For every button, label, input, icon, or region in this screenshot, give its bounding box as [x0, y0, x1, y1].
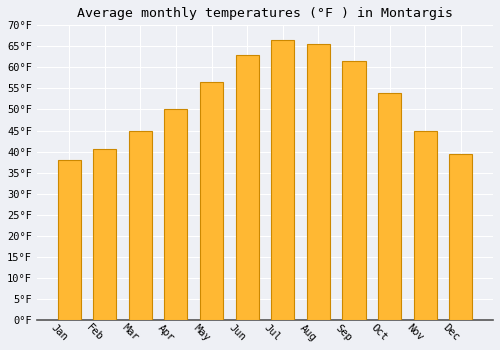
- Bar: [164, 110, 188, 320]
- Bar: [200, 82, 223, 320]
- Bar: [271, 40, 294, 320]
- Bar: [307, 44, 330, 320]
- Bar: [128, 131, 152, 320]
- Title: Average monthly temperatures (°F ) in Montargis: Average monthly temperatures (°F ) in Mo…: [77, 7, 453, 20]
- Bar: [236, 55, 258, 320]
- Bar: [342, 61, 365, 320]
- Bar: [93, 149, 116, 320]
- Bar: [414, 131, 436, 320]
- Bar: [449, 154, 472, 320]
- Bar: [58, 160, 80, 320]
- Bar: [378, 93, 401, 320]
